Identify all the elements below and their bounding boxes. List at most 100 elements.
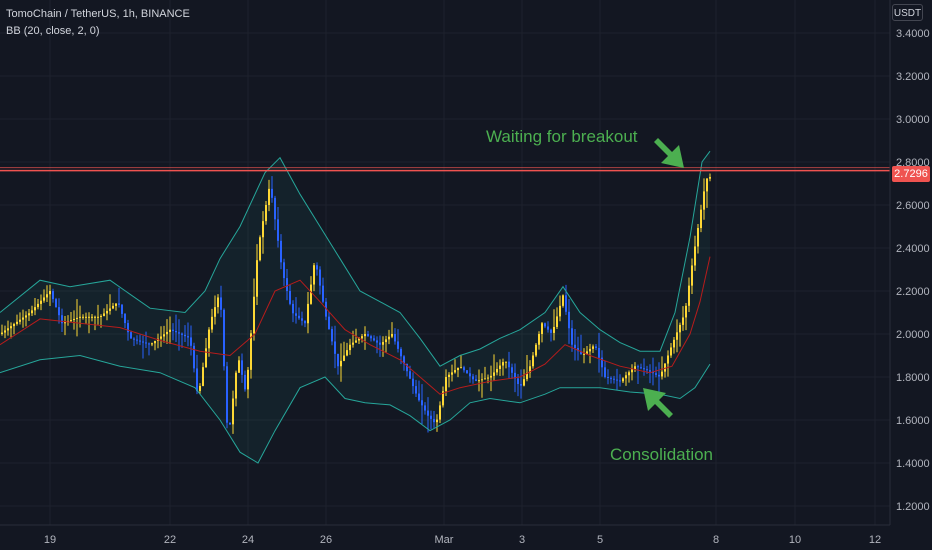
candle-body — [475, 379, 477, 382]
candle-body — [394, 334, 396, 342]
candle-body — [367, 334, 369, 337]
candle-body — [391, 334, 393, 337]
candle-body — [211, 316, 213, 330]
candle-body — [289, 291, 291, 304]
candle-body — [295, 313, 297, 316]
candle-body — [199, 385, 201, 391]
candle-body — [40, 300, 42, 304]
candle-body — [154, 340, 156, 344]
candle-body — [223, 309, 225, 367]
candle-body — [229, 422, 231, 425]
candle-body — [538, 334, 540, 345]
x-axis[interactable]: 19 22 24 26 Mar 3 5 8 10 12 — [44, 534, 881, 546]
candle-body — [619, 380, 621, 382]
candle-body — [82, 316, 84, 318]
candle-body — [541, 323, 543, 334]
candle-body — [349, 344, 351, 351]
candle-body — [352, 342, 354, 345]
candle-body — [577, 347, 579, 352]
candle-body — [580, 351, 582, 355]
candle-body — [190, 337, 192, 346]
symbol-legend[interactable]: TomoChain / TetherUS, 1h, BINANCE — [6, 8, 190, 20]
candle-body — [310, 284, 312, 304]
candle-body — [118, 303, 120, 305]
candle-body — [565, 295, 567, 312]
candle-body — [400, 348, 402, 357]
candle-body — [604, 367, 606, 377]
candle-body — [691, 265, 693, 286]
candle-body — [178, 332, 180, 334]
candle-body — [97, 316, 99, 318]
candle-body — [433, 418, 435, 423]
candle-body — [466, 370, 468, 374]
candle-body — [136, 339, 138, 341]
x-tick-label: 10 — [789, 534, 801, 546]
candle-body — [373, 338, 375, 341]
candle-body — [13, 323, 15, 327]
arrow-up-left-icon[interactable] — [643, 388, 673, 418]
candle-body — [529, 366, 531, 373]
candle-body — [631, 369, 633, 373]
candle-body — [592, 346, 594, 349]
candle-body — [484, 378, 486, 380]
candle-body — [172, 329, 174, 331]
candle-body — [115, 303, 117, 306]
bb-lower-line — [0, 354, 711, 464]
candle-body — [100, 315, 102, 317]
candle-body — [340, 360, 342, 367]
candle-body — [622, 378, 624, 382]
candle-body — [559, 305, 561, 317]
candle-body — [427, 410, 429, 416]
y-tick-label: 2.4000 — [896, 243, 930, 255]
candle-body — [181, 333, 183, 335]
candle-body — [193, 345, 195, 369]
candle-body — [313, 265, 315, 285]
candle-body — [388, 336, 390, 340]
candle-body — [586, 351, 588, 354]
candle-body — [259, 237, 261, 261]
candle-body — [166, 331, 168, 335]
candle-body — [634, 366, 636, 370]
bb-basis-line — [0, 256, 711, 395]
arrow-down-right-icon[interactable] — [654, 138, 684, 168]
candle-body — [301, 318, 303, 321]
candle-body — [613, 378, 615, 380]
y-tick-label: 3.4000 — [896, 28, 930, 40]
candle-body — [661, 371, 663, 377]
candle-body — [271, 188, 273, 198]
candle-body — [34, 307, 36, 311]
candle-body — [493, 372, 495, 376]
candle-body — [142, 341, 144, 343]
candle-body — [205, 348, 207, 368]
candle-body — [46, 294, 48, 298]
candle-body — [76, 317, 78, 319]
candle-body — [397, 341, 399, 349]
candle-body — [469, 373, 471, 377]
candle-body — [595, 346, 597, 348]
candle-body — [139, 340, 141, 342]
candle-body — [673, 339, 675, 348]
candle-body — [643, 368, 645, 370]
candle-body — [709, 177, 711, 179]
candle-body — [130, 332, 132, 339]
candle-body — [55, 299, 57, 308]
x-tick-label: 5 — [597, 534, 603, 546]
candle-body — [607, 377, 609, 378]
candle-body — [358, 338, 360, 341]
candle-body — [325, 301, 327, 317]
candle-body — [37, 303, 39, 308]
y-tick-label: 3.2000 — [896, 71, 930, 83]
candle-body — [316, 265, 318, 270]
indicator-legend[interactable]: BB (20, close, 2, 0) — [6, 25, 100, 37]
candle-body — [322, 285, 324, 302]
currency-label[interactable]: USDT — [892, 4, 923, 21]
candle-body — [553, 326, 555, 333]
candle-body — [406, 363, 408, 372]
candle-body — [664, 363, 666, 372]
y-axis[interactable]: 1.2000 1.4000 1.6000 1.8000 2.0000 2.2000 2.40… — [896, 28, 930, 513]
candle-body — [106, 310, 108, 314]
x-tick-label: Mar — [435, 534, 454, 546]
candle-body — [430, 415, 432, 419]
candle-body — [514, 372, 516, 379]
